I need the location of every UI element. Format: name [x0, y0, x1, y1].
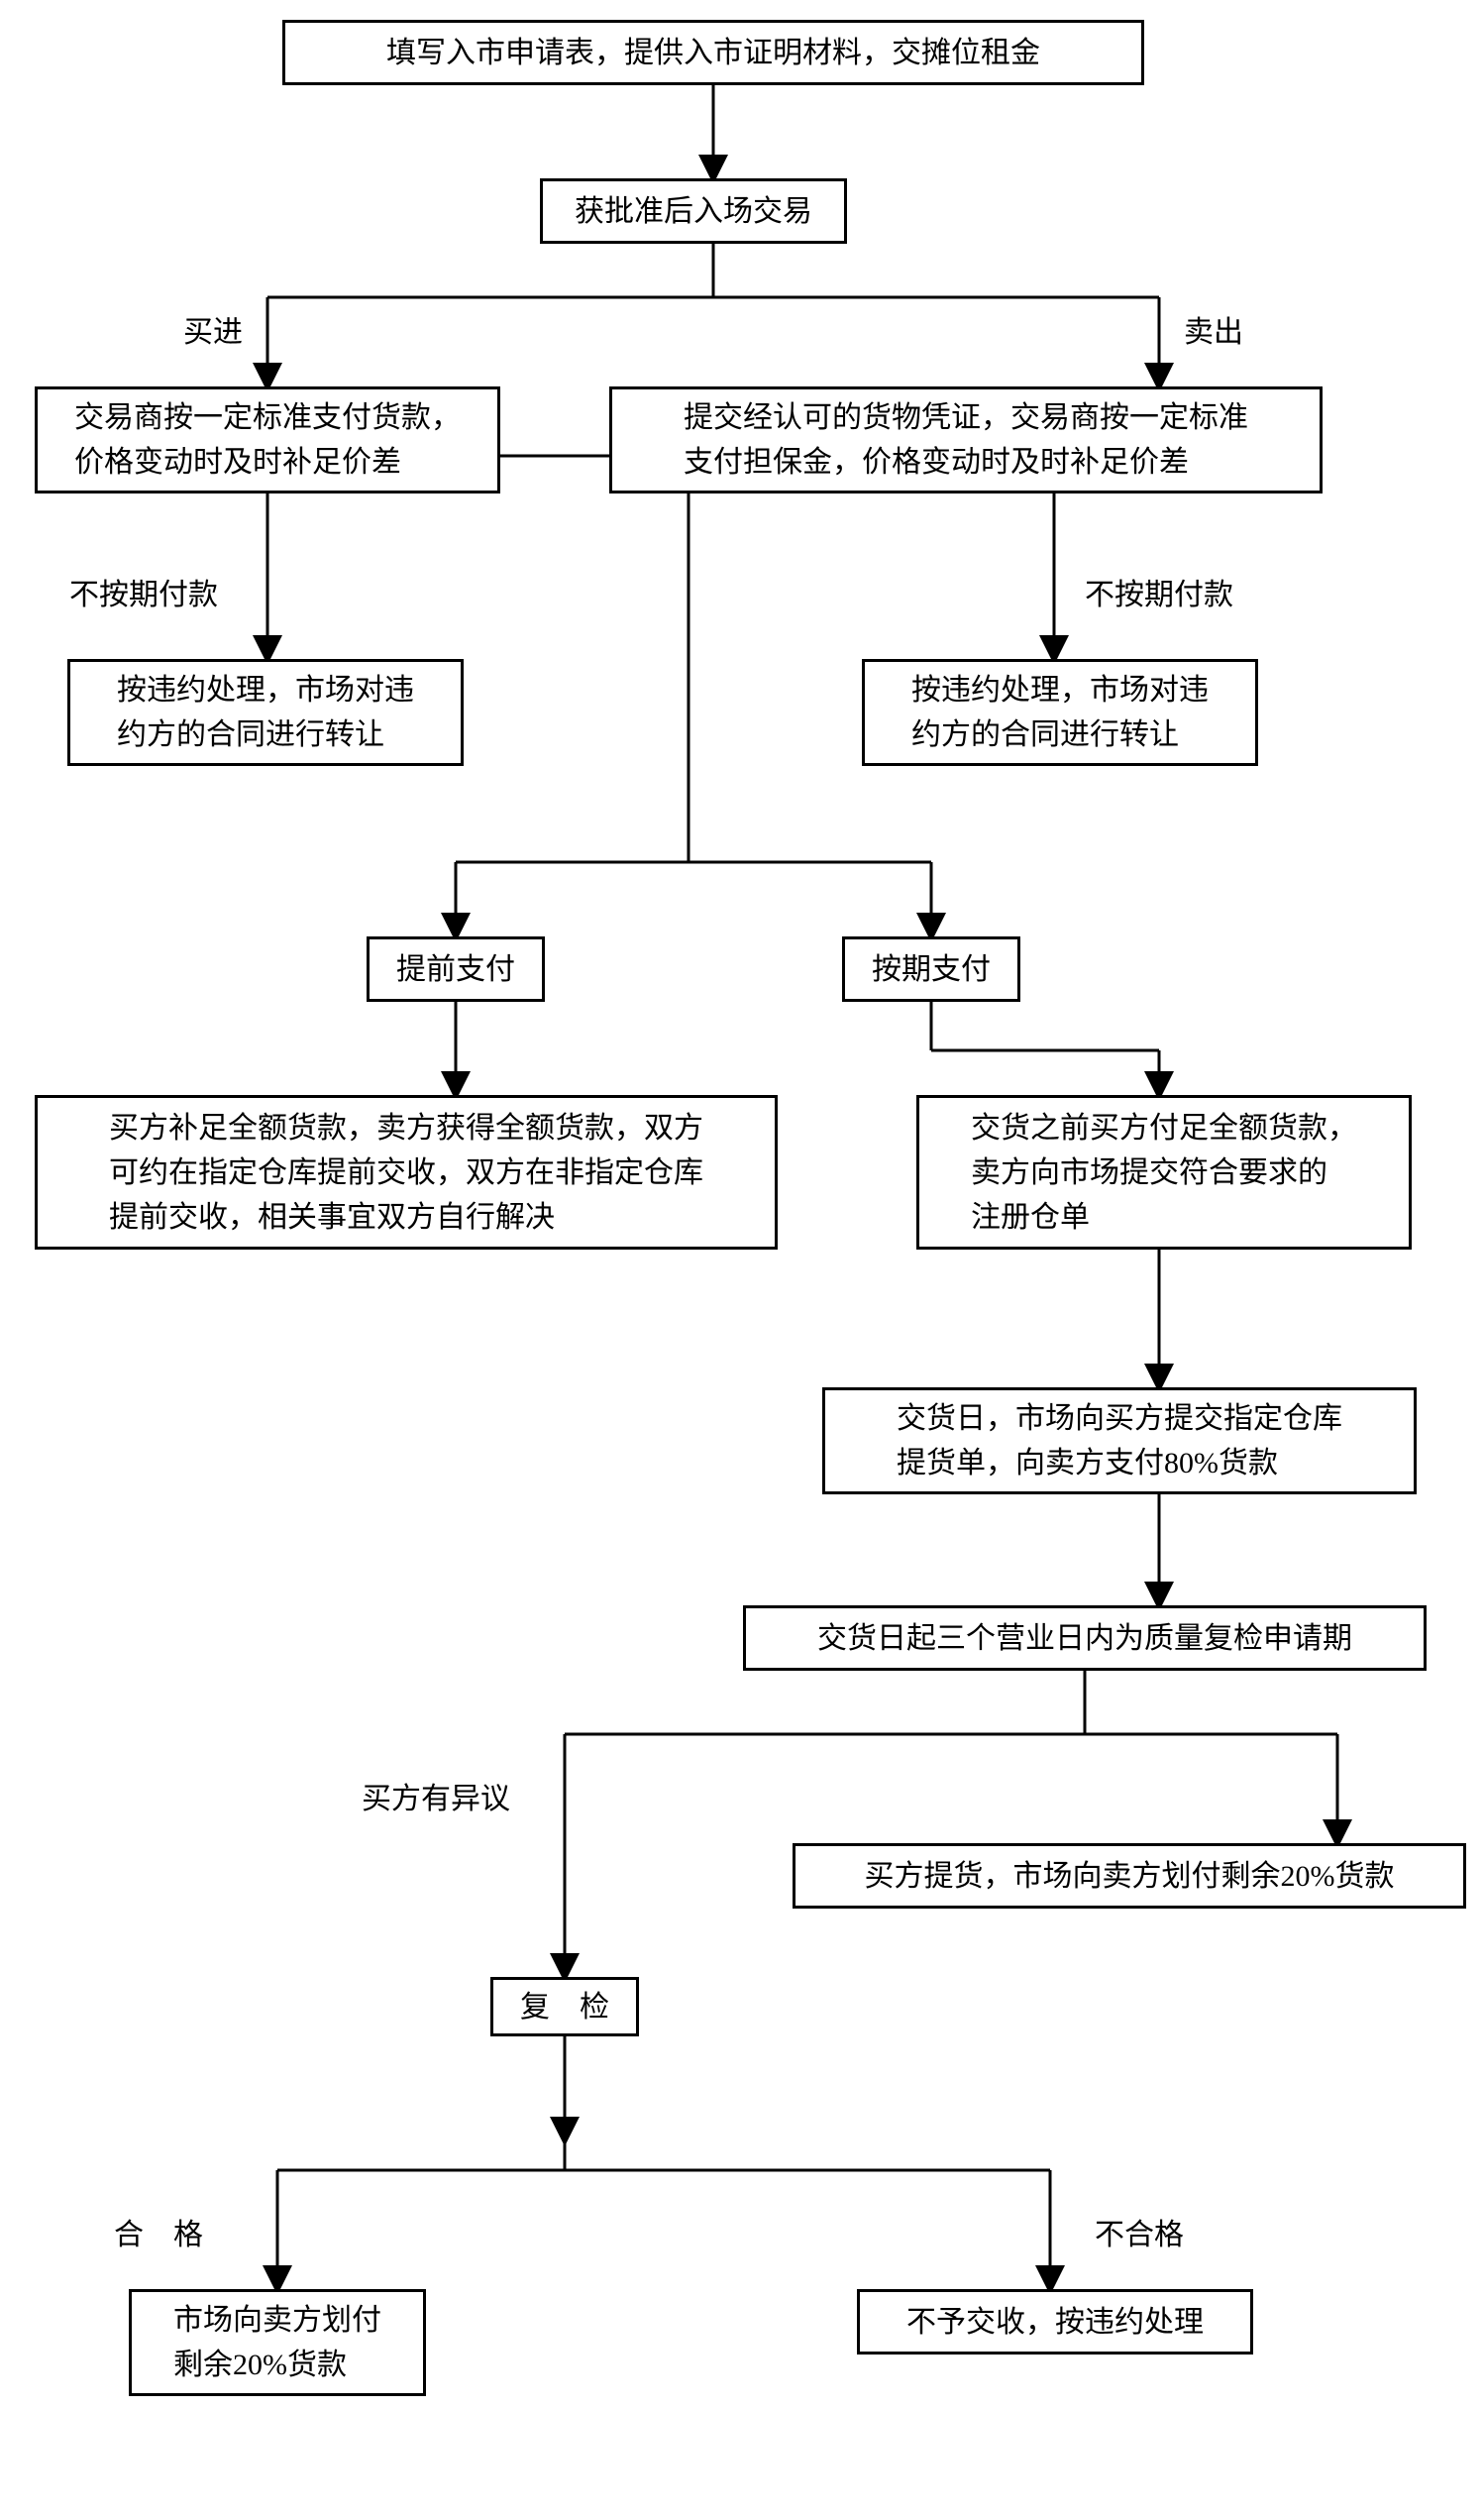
node-breach-right: 按违约处理，市场对违约方的合同进行转让 — [862, 659, 1258, 766]
label-fail: 不合格 — [1095, 2210, 1184, 2253]
label-dispute: 买方有异议 — [362, 1774, 510, 1817]
node-early-pay: 提前支付 — [367, 936, 545, 1002]
node-text: 提交经认可的货物凭证，交易商按一定标准支付担保金，价格变动时及时补足价差 — [684, 395, 1248, 485]
node-text: 按期支付 — [872, 947, 991, 992]
node-approval: 获批准后入场交易 — [540, 178, 847, 244]
node-recheck: 复 检 — [490, 1977, 639, 2036]
node-text: 市场向卖方划付剩余20%货款 — [173, 2298, 381, 2387]
node-text: 不予交收，按违约处理 — [906, 2300, 1204, 2345]
label-nopay-right: 不按期付款 — [1085, 570, 1233, 613]
node-text: 填写入市申请表，提供入市证明材料，交摊位租金 — [386, 31, 1040, 75]
label-pass: 合 格 — [114, 2210, 203, 2253]
node-scheduled-pay: 按期支付 — [842, 936, 1020, 1002]
label-nopay-left: 不按期付款 — [69, 570, 218, 613]
flowchart-connectors — [0, 0, 1484, 2519]
node-text: 提前支付 — [396, 947, 515, 992]
node-text: 获批准后入场交易 — [575, 189, 812, 234]
node-text: 交货日起三个营业日内为质量复检申请期 — [817, 1616, 1352, 1661]
node-buyer-pickup: 买方提货，市场向卖方划付剩余20%货款 — [793, 1843, 1466, 1909]
node-breach-left: 按违约处理，市场对违约方的合同进行转让 — [67, 659, 464, 766]
node-scheduled-detail: 交货之前买方付足全额货款，卖方向市场提交符合要求的注册仓单 — [916, 1095, 1412, 1250]
node-application: 填写入市申请表，提供入市证明材料，交摊位租金 — [282, 20, 1144, 85]
label-buy: 买进 — [183, 307, 243, 351]
node-text: 按违约处理，市场对违约方的合同进行转让 — [911, 668, 1209, 757]
label-sell: 卖出 — [1184, 307, 1243, 351]
node-text: 交货之前买方付足全额货款，卖方向市场提交符合要求的注册仓单 — [971, 1106, 1357, 1240]
node-text: 买方提货，市场向卖方划付剩余20%货款 — [865, 1854, 1395, 1899]
node-early-detail: 买方补足全额货款，卖方获得全额货款，双方可约在指定仓库提前交收，双方在非指定仓库… — [35, 1095, 778, 1250]
node-recheck-period: 交货日起三个营业日内为质量复检申请期 — [743, 1605, 1427, 1671]
node-seller-submit: 提交经认可的货物凭证，交易商按一定标准支付担保金，价格变动时及时补足价差 — [609, 386, 1323, 493]
node-text: 交易商按一定标准支付货款，价格变动时及时补足价差 — [74, 395, 461, 485]
node-text: 交货日，市场向买方提交指定仓库提货单，向卖方支付80%货款 — [897, 1396, 1342, 1485]
node-text: 复 检 — [520, 1985, 609, 2029]
node-delivery-day: 交货日，市场向买方提交指定仓库提货单，向卖方支付80%货款 — [822, 1387, 1417, 1494]
node-buyer-pay: 交易商按一定标准支付货款，价格变动时及时补足价差 — [35, 386, 500, 493]
node-text: 按违约处理，市场对违约方的合同进行转让 — [117, 668, 414, 757]
node-fail-breach: 不予交收，按违约处理 — [857, 2289, 1253, 2355]
node-pass-payment: 市场向卖方划付剩余20%货款 — [129, 2289, 426, 2396]
node-text: 买方补足全额货款，卖方获得全额货款，双方可约在指定仓库提前交收，双方在非指定仓库… — [109, 1106, 703, 1240]
